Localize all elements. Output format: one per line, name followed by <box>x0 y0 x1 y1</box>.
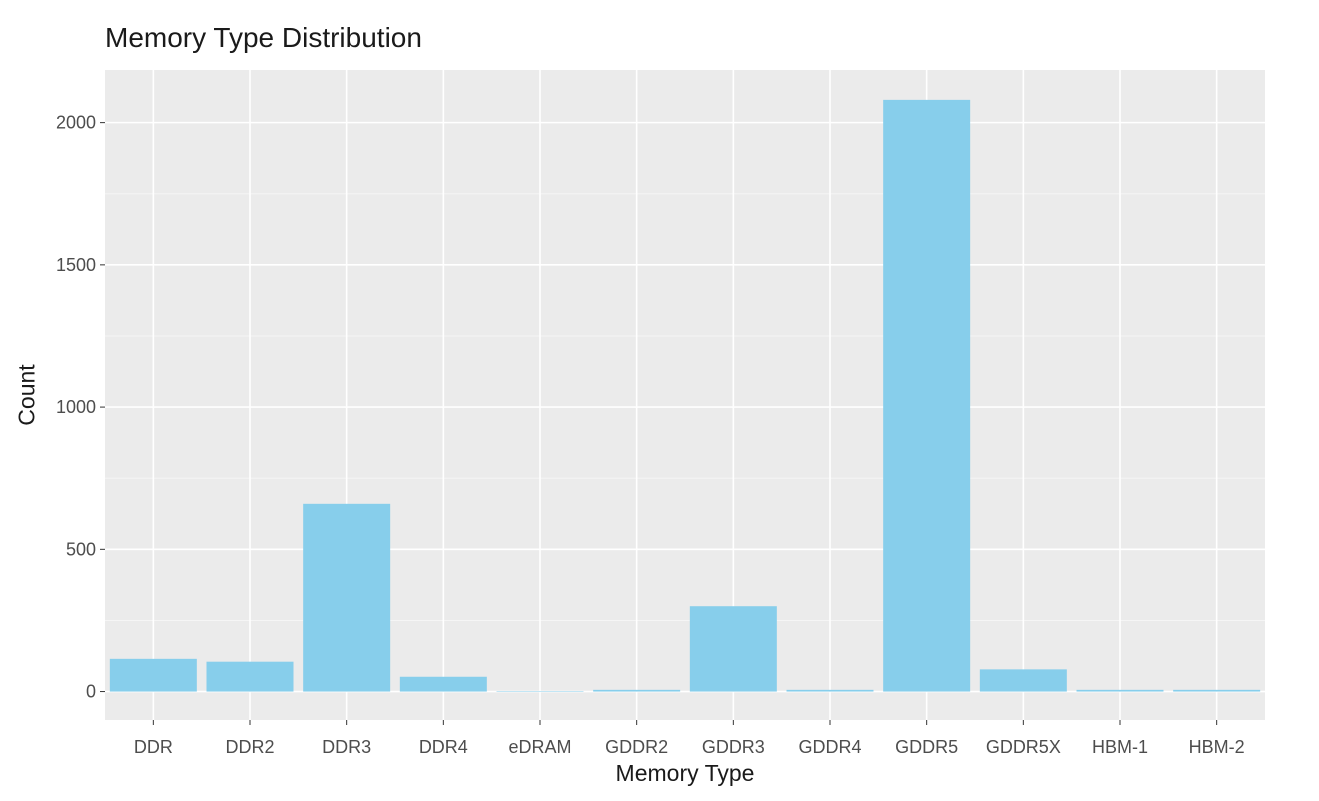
x-tick-label: GDDR3 <box>702 737 765 757</box>
grid-major <box>105 70 1265 720</box>
plot-panel <box>105 70 1265 720</box>
x-tick-label: HBM-1 <box>1092 737 1148 757</box>
bar-hbm-1 <box>1076 689 1164 692</box>
x-tick-label: GDDR5X <box>986 737 1061 757</box>
bar-ddr3 <box>303 503 391 692</box>
y-tick-label: 2000 <box>56 113 96 133</box>
bar-ddr <box>109 658 197 692</box>
bars <box>109 99 1261 692</box>
bar-hbm-2 <box>1173 689 1261 692</box>
x-tick-label: DDR2 <box>225 737 274 757</box>
x-axis-label: Memory Type <box>615 760 755 786</box>
y-tick-label: 1000 <box>56 397 96 417</box>
bar-gddr4 <box>786 689 874 692</box>
y-tick-label: 1500 <box>56 255 96 275</box>
x-axis-ticks: DDR DDR2 DDR3 DDR4 eDRAM GDDR2 GDDR3 GDDR4 GDDR5… <box>134 720 1245 757</box>
bar-gddr3 <box>689 606 777 692</box>
x-tick-label: GDDR4 <box>798 737 861 757</box>
y-axis-ticks: 0 500 1000 1500 2000 <box>56 113 105 702</box>
chart-title: Memory Type Distribution <box>105 22 422 53</box>
x-tick-label: DDR3 <box>322 737 371 757</box>
x-tick-label: HBM-2 <box>1189 737 1245 757</box>
x-tick-label: GDDR2 <box>605 737 668 757</box>
x-tick-label: DDR4 <box>419 737 468 757</box>
bar-gddr2 <box>593 689 681 692</box>
y-tick-label: 500 <box>66 539 96 559</box>
grid-minor <box>105 193 1265 621</box>
y-axis-label: Count <box>13 364 40 426</box>
bar-edram <box>496 691 584 692</box>
y-tick-label: 0 <box>86 682 96 702</box>
x-tick-label: eDRAM <box>508 737 571 757</box>
bar-ddr2 <box>206 661 294 692</box>
bar-ddr4 <box>399 676 487 692</box>
x-tick-label: GDDR5 <box>895 737 958 757</box>
bar-gddr5 <box>883 99 971 692</box>
x-tick-label: DDR <box>134 737 173 757</box>
bar-gddr5x <box>979 669 1067 692</box>
